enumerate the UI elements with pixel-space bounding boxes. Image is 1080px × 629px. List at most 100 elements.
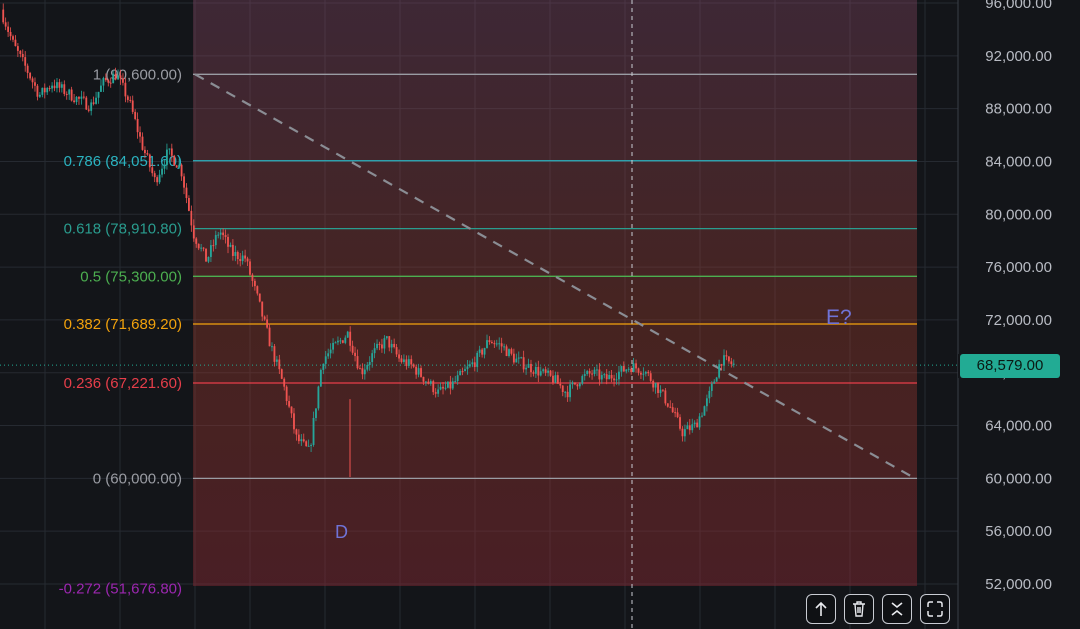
candle-body <box>236 252 239 260</box>
candle-body <box>608 375 611 380</box>
candle-body <box>605 374 608 380</box>
candle-body <box>310 444 313 446</box>
candle-body <box>175 165 178 168</box>
candle-body <box>437 389 440 394</box>
candle-body <box>412 364 415 367</box>
candle-body <box>82 96 85 98</box>
candle-body <box>126 96 129 100</box>
candle-body <box>705 398 708 407</box>
candle-body <box>307 445 310 447</box>
candle-body <box>38 94 41 97</box>
candle-body <box>522 357 525 370</box>
candle-body <box>63 84 66 94</box>
candle-body <box>696 422 699 428</box>
candle-body <box>166 149 168 166</box>
fib-zone <box>193 0 917 586</box>
fib-label: 0.618 (78,910.80) <box>64 221 182 238</box>
candle-body <box>442 386 444 389</box>
candle-body <box>317 386 320 409</box>
candle-body <box>554 375 557 383</box>
candle-body <box>676 412 679 418</box>
candle-body <box>388 336 391 348</box>
y-tick-label: 84,000.00 <box>985 153 1052 170</box>
candle-body <box>31 78 34 83</box>
candle-body <box>693 422 696 425</box>
candle-body <box>578 383 581 387</box>
candle-body <box>327 353 330 357</box>
candle-body <box>427 381 430 384</box>
candle-body <box>569 384 571 398</box>
y-tick-label: 72,000.00 <box>985 312 1052 329</box>
candle-body <box>549 370 552 376</box>
candle-body <box>701 415 703 417</box>
candle-body <box>107 80 110 83</box>
candle-body <box>163 165 166 169</box>
candle-body <box>679 417 681 429</box>
candle-body <box>461 371 464 373</box>
candle-body <box>285 386 288 402</box>
candle-body <box>424 381 427 383</box>
candle-body <box>290 406 293 414</box>
delete-button[interactable] <box>844 594 874 624</box>
candle-body <box>715 377 718 382</box>
candle-body <box>515 358 518 363</box>
candle-body <box>207 256 210 262</box>
candle-body <box>87 109 90 111</box>
candle-body <box>539 371 542 376</box>
candle-body <box>302 439 305 442</box>
candle-body <box>341 340 344 343</box>
candle-body <box>403 359 405 362</box>
candle-body <box>698 416 701 428</box>
candle-body <box>249 261 251 275</box>
candle-body <box>593 369 596 374</box>
candle-body <box>178 164 181 168</box>
candle-body <box>503 346 506 348</box>
candle-body <box>591 373 593 375</box>
candle-body <box>637 368 640 373</box>
collapse-button[interactable] <box>882 594 912 624</box>
candle-body <box>527 363 530 368</box>
candle-body <box>368 361 371 365</box>
candle-body <box>571 382 574 385</box>
annotation-d: D <box>335 522 348 542</box>
candle-body <box>275 359 278 362</box>
candle-body <box>376 343 378 349</box>
scroll-up-button[interactable] <box>806 594 836 624</box>
candle-body <box>642 373 645 375</box>
candle-body <box>581 376 584 384</box>
annotation-e: E? <box>826 306 852 329</box>
candle-body <box>136 118 139 133</box>
candle-body <box>720 364 723 366</box>
candle-body <box>161 168 163 175</box>
candle-body <box>197 243 200 249</box>
fib-levels: 1 (90,600.00)0.786 (84,051.60)0.618 (78,… <box>59 66 917 597</box>
candle-body <box>209 245 212 257</box>
candle-body <box>100 85 102 92</box>
candle-body <box>713 381 716 384</box>
candle-body <box>657 382 659 394</box>
candle-body <box>183 176 185 188</box>
y-tick-label: 88,000.00 <box>985 101 1052 118</box>
candle-body <box>600 375 603 380</box>
candle-body <box>280 369 283 379</box>
candle-body <box>231 244 234 256</box>
candle-body <box>732 363 735 365</box>
candle-body <box>2 9 5 23</box>
candle-body <box>432 381 435 393</box>
candle-body <box>268 327 271 347</box>
candle-body <box>192 225 195 239</box>
candle-body <box>561 385 564 393</box>
candle-body <box>478 349 481 353</box>
candle-body <box>319 369 322 387</box>
candle-body <box>530 363 532 373</box>
candle-body <box>395 347 398 355</box>
candle-body <box>234 252 237 256</box>
y-tick-label: 96,000.00 <box>985 0 1052 12</box>
candle-body <box>58 82 61 88</box>
candle-body <box>36 85 39 97</box>
candle-body <box>383 338 386 349</box>
candle-body <box>202 247 205 249</box>
candle-body <box>70 89 73 101</box>
fullscreen-button[interactable] <box>920 594 950 624</box>
